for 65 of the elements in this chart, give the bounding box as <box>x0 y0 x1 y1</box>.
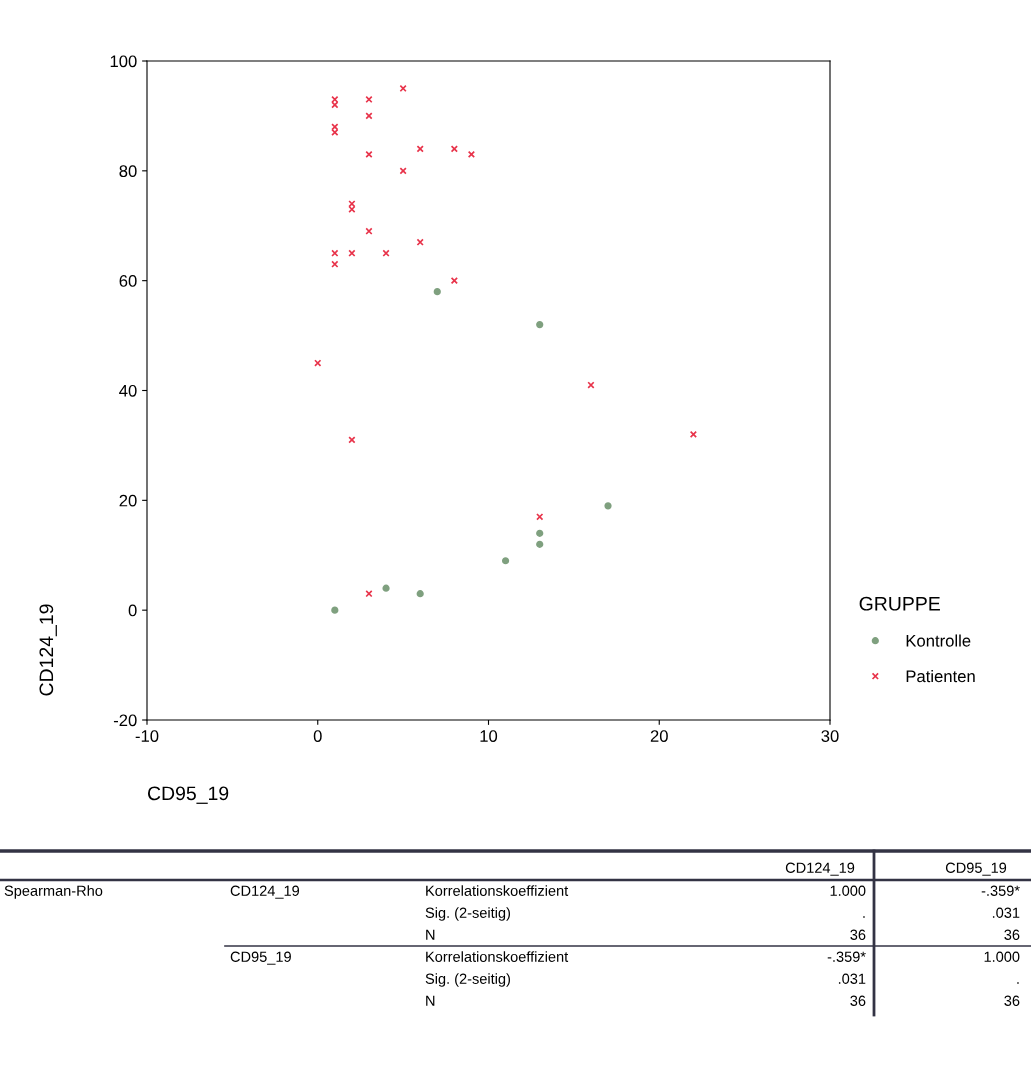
point <box>536 320 544 329</box>
point <box>331 249 339 257</box>
legend-title: GRUPPE <box>859 596 940 611</box>
text: -.359* <box>827 951 866 962</box>
x-tick-label: 10 <box>480 730 498 742</box>
point <box>399 167 407 175</box>
text: .031 <box>992 907 1020 918</box>
y-tick-label: 20 <box>119 494 137 507</box>
text: Sig. (2-seitig) <box>425 907 510 921</box>
text: 36 <box>850 929 866 940</box>
text: 1.000 <box>830 885 866 896</box>
point <box>433 288 441 296</box>
point <box>382 249 390 257</box>
text: 36 <box>1004 929 1020 940</box>
text: N <box>426 929 435 940</box>
point <box>450 277 458 285</box>
point <box>689 430 698 439</box>
point <box>331 123 339 131</box>
point <box>587 381 595 389</box>
text: 36 <box>1004 995 1020 1006</box>
text: 36 <box>850 995 866 1006</box>
legend-label: Kontrolle <box>906 634 971 647</box>
y-tick-label: 0 <box>128 604 137 617</box>
text: .031 <box>838 973 866 984</box>
y-tick-label: 60 <box>119 275 137 287</box>
x-tick-label: 30 <box>821 730 839 742</box>
text: CD124_19 <box>230 885 300 899</box>
point <box>365 112 373 120</box>
point <box>382 584 390 592</box>
x-tick-label: 20 <box>650 730 668 742</box>
point <box>348 436 356 444</box>
text: -.359* <box>981 885 1020 896</box>
y-tick-label: -20 <box>113 714 137 727</box>
x-tick-label: 0 <box>313 730 322 742</box>
text: CD124_19 <box>785 862 855 876</box>
y-tick-label: 40 <box>119 384 137 397</box>
point <box>331 260 339 268</box>
point <box>416 590 424 598</box>
text: Spearman-Rho <box>4 885 103 899</box>
x-axis-title: CD95_19 <box>147 786 229 804</box>
x-tick-label: -10 <box>135 730 159 742</box>
point <box>348 249 356 257</box>
y-tick-label: 100 <box>110 55 137 68</box>
point <box>348 205 356 213</box>
point <box>416 145 424 153</box>
text: Sig. (2-seitig) <box>425 973 510 987</box>
text: N <box>426 995 435 1006</box>
text: . <box>1017 982 1019 984</box>
text: Korrelationskoeffizient <box>426 885 569 896</box>
legend-label: Patienten <box>906 669 975 683</box>
point <box>467 150 476 158</box>
text: Korrelationskoeffizient <box>426 951 569 962</box>
text: CD95_19 <box>230 951 291 965</box>
point <box>536 529 544 537</box>
point <box>331 606 339 614</box>
point <box>501 557 510 565</box>
point <box>416 238 424 246</box>
text: CD95_19 <box>945 862 1007 876</box>
y-axis-title: CD124_19 <box>39 604 57 696</box>
point <box>536 540 544 548</box>
y-tick-label: 80 <box>119 165 137 178</box>
text: 1.000 <box>984 951 1020 962</box>
point <box>536 513 544 521</box>
point <box>604 502 612 510</box>
text: . <box>863 916 865 918</box>
